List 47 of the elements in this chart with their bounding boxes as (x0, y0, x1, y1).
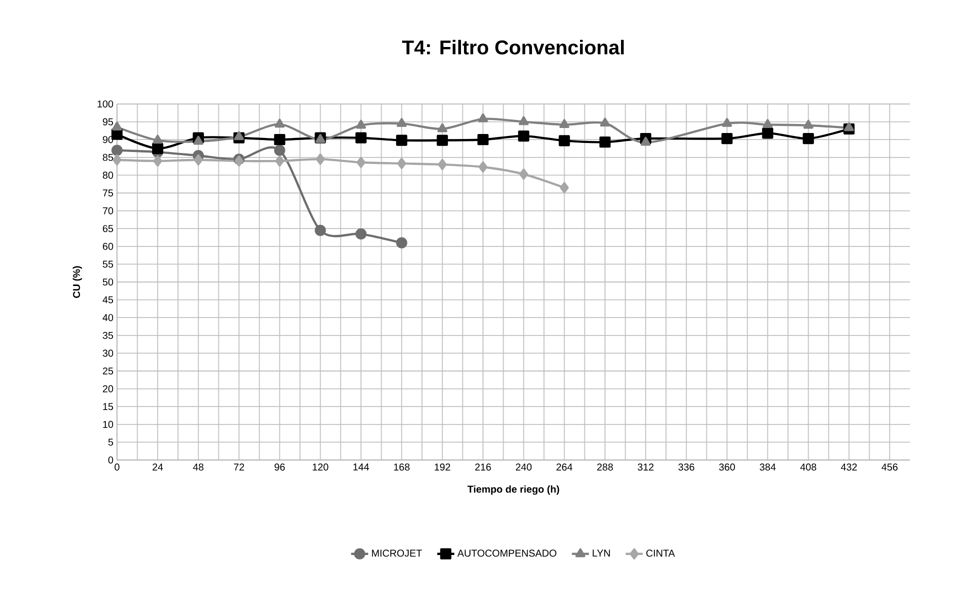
y-tick-label: 75 (102, 190, 114, 196)
x-tick-label: 384 (760, 464, 776, 471)
legend-label: CINTA (646, 550, 675, 557)
y-tick-label: 30 (102, 350, 114, 357)
x-tick-label: 48 (193, 464, 204, 471)
legend-label: MICROJET (372, 550, 422, 557)
x-tick-label: 96 (274, 464, 285, 471)
x-tick-label: 312 (638, 464, 654, 471)
x-tick-label: 168 (394, 464, 410, 471)
x-tick-label: 264 (556, 464, 572, 471)
x-tick-label: 432 (840, 464, 857, 471)
x-tick-label: 0 (114, 464, 120, 471)
y-tick-label: 20 (102, 385, 114, 392)
legend-label: LYN (592, 550, 610, 557)
y-tick-label: 10 (103, 420, 114, 428)
y-tick-label: 65 (102, 225, 114, 232)
x-tick-label: 336 (678, 464, 694, 471)
y-tick-label: 100 (98, 100, 114, 108)
x-axis-title: Tiempo de riego (h) (467, 485, 560, 495)
y-tick-label: 80 (102, 172, 114, 179)
y-tick-label: 55 (102, 260, 114, 268)
y-axis-title: CU (%) (72, 266, 82, 298)
y-tick-label: 5 (108, 438, 114, 446)
x-tick-label: 360 (719, 464, 735, 471)
x-tick-label: 408 (800, 464, 816, 471)
x-tick-label: 456 (882, 464, 898, 471)
x-tick-label: 144 (353, 464, 370, 470)
y-tick-label: 35 (102, 332, 114, 339)
y-tick-label: 70 (102, 207, 114, 214)
y-tick-label: 60 (102, 242, 114, 250)
legend-label: AUTOCOMPENSADO (457, 550, 556, 557)
x-tick-label: 216 (475, 464, 491, 471)
x-tick-label: 192 (434, 464, 450, 471)
y-tick-label: 40 (102, 314, 114, 322)
x-tick-label: 72 (234, 464, 244, 470)
x-tick-label: 240 (516, 464, 532, 471)
y-tick-label: 45 (102, 296, 114, 304)
x-tick-label: 24 (152, 464, 163, 470)
y-tick-label: 15 (103, 403, 114, 410)
y-tick-label: 95 (102, 118, 114, 126)
y-tick-label: 85 (102, 154, 114, 161)
x-tick-label: 120 (312, 464, 328, 471)
y-tick-label: 25 (102, 367, 114, 375)
y-tick-label: 0 (108, 456, 114, 464)
x-tick-label: 288 (597, 464, 613, 471)
chart-title: T4: Filtro Convencional (402, 40, 624, 54)
y-tick-label: 50 (102, 278, 114, 286)
